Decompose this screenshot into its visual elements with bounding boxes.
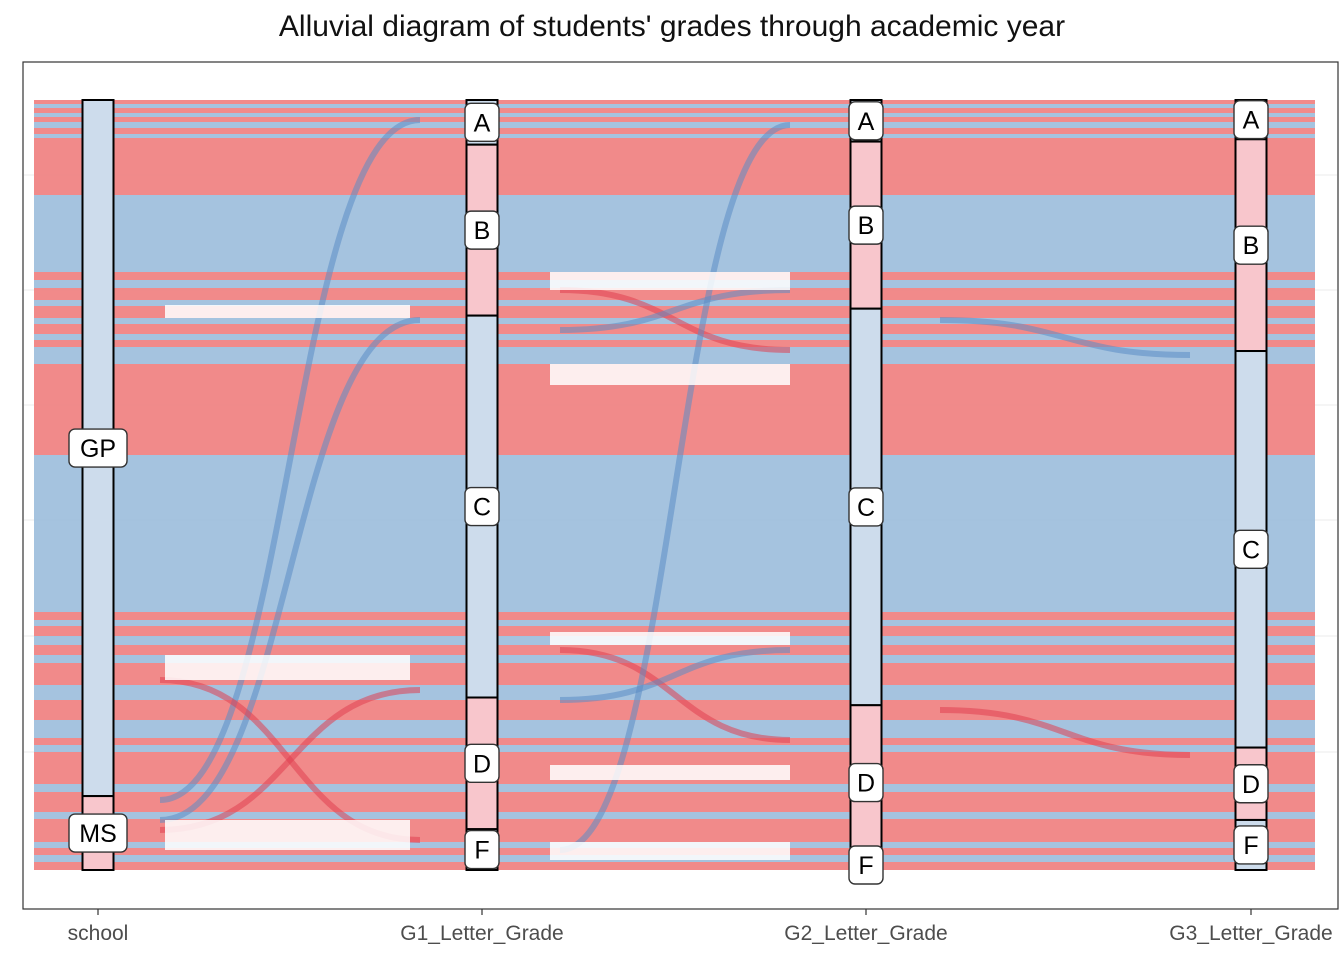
flow-gap	[550, 364, 790, 385]
flow-band	[34, 626, 1315, 636]
stratum-label: D	[857, 770, 875, 798]
stratum-label-box	[464, 829, 500, 870]
flow-band	[34, 288, 1315, 300]
flow-curve	[939, 317, 1191, 358]
stratum-label-box	[848, 762, 884, 803]
stratum-column-G1_Letter_Grade: A B C D F	[464, 99, 500, 872]
stratum-label: D	[473, 750, 491, 778]
stratum-label: C	[473, 494, 491, 522]
stratum-column-G3_Letter_Grade: A B C D F	[1233, 99, 1269, 872]
stratum-label-box	[68, 428, 128, 468]
stratum-label: A	[1243, 107, 1260, 135]
flow-curve	[559, 647, 791, 743]
x-axis: school G1_Letter_Grade G2_Letter_Grade G3_L…	[68, 909, 1333, 945]
flow-band	[34, 134, 1315, 138]
flow-band	[34, 340, 1315, 347]
flow-curve	[159, 317, 421, 823]
flow-gap	[550, 632, 790, 645]
stratum-label-box	[848, 487, 884, 527]
stratum-label-box	[1233, 99, 1269, 140]
flow-band	[34, 645, 1315, 655]
flow-band	[34, 738, 1315, 745]
flow-band	[34, 862, 1315, 870]
flow-curve	[559, 122, 791, 853]
panel-border	[22, 61, 1339, 910]
stratum-label-box	[1233, 225, 1269, 265]
chart-title: Alluvial diagram of students' grades thr…	[278, 10, 1066, 43]
flow-band	[34, 655, 1315, 663]
stratum-label: F	[474, 837, 489, 865]
flow-gap	[550, 272, 790, 290]
flow-band	[34, 784, 1315, 792]
stratum-label: F	[858, 852, 873, 880]
strata: GP MS A B C D F A B C D F A B C D F	[68, 99, 1269, 885]
stratum-label: C	[857, 494, 875, 522]
flow-band	[34, 195, 1315, 272]
flow-gap	[165, 655, 410, 680]
flow-gap	[550, 765, 790, 780]
flow-band	[34, 113, 1315, 117]
stratum-label-box	[1233, 764, 1269, 804]
stratum-label: B	[474, 217, 491, 245]
flow-band	[34, 104, 1315, 108]
flow-band	[34, 128, 1315, 134]
flow-curve	[939, 707, 1191, 758]
flow-band	[34, 117, 1315, 122]
flow-curve	[159, 117, 421, 803]
flow-gap	[165, 305, 410, 318]
flow-band	[34, 122, 1315, 128]
stratum-label-box	[464, 210, 500, 250]
flow-band	[34, 108, 1315, 113]
flow-band	[34, 324, 1315, 334]
flow-gap	[165, 820, 410, 850]
stratum-label-box	[848, 845, 884, 885]
flow-band	[34, 612, 1315, 620]
flow-band	[34, 334, 1315, 340]
flow-band	[34, 792, 1315, 812]
stratum-label-box	[464, 486, 500, 527]
stratum-label: B	[1243, 232, 1260, 260]
flow-curve	[559, 647, 791, 703]
flow-curve	[559, 287, 791, 353]
stratum-label: A	[858, 108, 875, 136]
stratum-column-G2_Letter_Grade: A B C D F	[848, 99, 884, 885]
flow-band	[34, 812, 1315, 819]
flow-band	[34, 347, 1315, 364]
x-tick-label: G3_Letter_Grade	[1169, 922, 1332, 945]
flow-band	[34, 138, 1315, 195]
stratum-label-box	[464, 743, 500, 784]
stratum-label: D	[1242, 771, 1260, 799]
flow-gap	[550, 842, 790, 860]
alluvial-flows	[34, 100, 1315, 870]
stratum-label: F	[1243, 832, 1258, 860]
stratum-column-school: GP MS	[68, 99, 128, 872]
stratum-label: MS	[79, 820, 117, 848]
flow-band	[34, 620, 1315, 626]
stratum-label-box	[1233, 529, 1269, 569]
x-tick-label: G2_Letter_Grade	[784, 922, 947, 945]
flow-band	[34, 300, 1315, 306]
stratum-label-box	[1233, 825, 1269, 865]
stratum-label-box	[68, 813, 128, 853]
flow-band	[34, 720, 1315, 738]
flow-band	[34, 745, 1315, 752]
stratum-label-box	[464, 102, 500, 143]
stratum-label: C	[1242, 536, 1260, 564]
stratum-label-box	[848, 101, 884, 141]
flow-band	[34, 100, 1315, 104]
stratum-label-box	[848, 205, 884, 245]
flow-curve	[559, 287, 791, 333]
stratum-label: GP	[80, 435, 116, 463]
stratum-label: B	[858, 212, 875, 240]
x-tick-label: G1_Letter_Grade	[400, 922, 563, 945]
stratum-label: A	[474, 109, 491, 137]
x-tick-label: school	[68, 922, 129, 945]
